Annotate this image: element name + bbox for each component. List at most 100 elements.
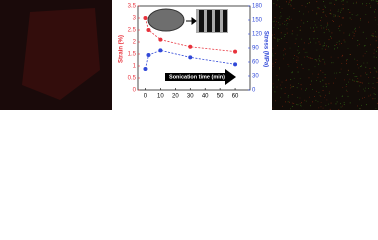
speckle: [301, 5, 303, 6]
speckle: [359, 108, 361, 110]
speckle: [291, 72, 293, 74]
speckle: [274, 37, 276, 39]
graphical-abstract: Sonication time (min) Strain (%) Stress …: [0, 0, 378, 110]
speckle: [293, 77, 295, 79]
speckle: [366, 104, 367, 106]
speckle: [314, 31, 315, 33]
speckle: [325, 7, 326, 8]
speckle: [287, 101, 289, 103]
y-tick-label: 1: [133, 64, 137, 70]
speckle: [347, 48, 349, 49]
speckle: [309, 38, 311, 40]
speckle: [291, 33, 293, 35]
speckle: [357, 78, 359, 79]
speckle: [301, 64, 303, 66]
speckle: [322, 72, 324, 73]
speckle: [274, 34, 275, 35]
speckle: [359, 99, 360, 101]
speckle: [325, 16, 327, 17]
speckle: [300, 105, 302, 107]
speckle: [346, 1, 348, 3]
speckle: [372, 33, 374, 35]
speckle: [331, 32, 333, 34]
speckle: [316, 38, 318, 40]
speckle: [359, 85, 361, 87]
point: [188, 55, 193, 60]
speckle: [363, 45, 365, 47]
speckle: [273, 20, 275, 22]
speckle: [368, 88, 369, 89]
point: [233, 62, 238, 67]
speckle: [356, 80, 358, 82]
speckle: [314, 29, 315, 31]
point: [158, 48, 163, 53]
speckle: [322, 58, 324, 60]
speckle: [373, 67, 375, 68]
speckle: [324, 97, 325, 99]
speckle: [282, 105, 283, 107]
y-axis-label: Strain (%): [119, 35, 125, 63]
speckle: [286, 79, 288, 81]
speckle: [326, 26, 327, 28]
speckle: [286, 42, 288, 43]
photo-strips: [199, 10, 227, 32]
speckle: [322, 107, 324, 109]
speckle: [322, 85, 324, 87]
speckle: [314, 21, 315, 23]
speckle: [375, 108, 377, 110]
speckle: [372, 36, 374, 38]
speckle: [334, 14, 336, 16]
speckle: [320, 70, 322, 72]
speckle: [360, 18, 361, 19]
speckle: [294, 43, 296, 45]
speckle: [291, 94, 293, 95]
speckle: [323, 61, 325, 63]
speckle: [375, 31, 376, 33]
speckle: [372, 35, 374, 37]
speckle: [272, 55, 274, 57]
speckle: [286, 32, 288, 34]
speckle: [280, 12, 281, 13]
speckle: [276, 86, 278, 88]
speckle: [361, 104, 362, 106]
x-tick-label: 40: [202, 94, 209, 100]
speckle: [321, 27, 323, 29]
speckle: [346, 63, 347, 65]
speckle: [296, 103, 297, 105]
speckle: [340, 24, 342, 26]
speckle: [370, 44, 371, 46]
speckle: [366, 62, 368, 64]
speckle: [273, 3, 275, 5]
x-tick-label: 10: [157, 94, 164, 100]
speckle: [317, 77, 319, 78]
speckle: [356, 1, 357, 3]
speckle: [316, 49, 318, 51]
speckle: [324, 5, 326, 7]
speckle: [306, 56, 308, 57]
y-tick-label: 0: [133, 88, 137, 94]
speckle: [318, 107, 320, 109]
speckle: [272, 107, 274, 109]
x-tick-label: 30: [187, 94, 194, 100]
speckle: [374, 11, 375, 13]
speckle: [326, 28, 328, 30]
right-image-bg: [272, 0, 378, 110]
y-tick-label: 3.5: [128, 4, 137, 10]
speckle: [296, 59, 298, 61]
speckle: [272, 53, 273, 55]
speckle: [320, 60, 322, 62]
speckle: [317, 73, 319, 75]
speckle: [343, 17, 345, 19]
speckle: [297, 49, 299, 51]
speckle: [296, 62, 297, 64]
speckle: [339, 16, 340, 17]
speckle: [300, 84, 302, 86]
speckle: [303, 13, 304, 15]
speckle: [290, 79, 292, 80]
y-tick-label: 1.5: [128, 52, 137, 58]
speckle: [349, 11, 351, 13]
point: [158, 37, 163, 42]
speckle: [335, 103, 337, 105]
speckle: [354, 28, 356, 30]
speckle: [346, 91, 348, 93]
